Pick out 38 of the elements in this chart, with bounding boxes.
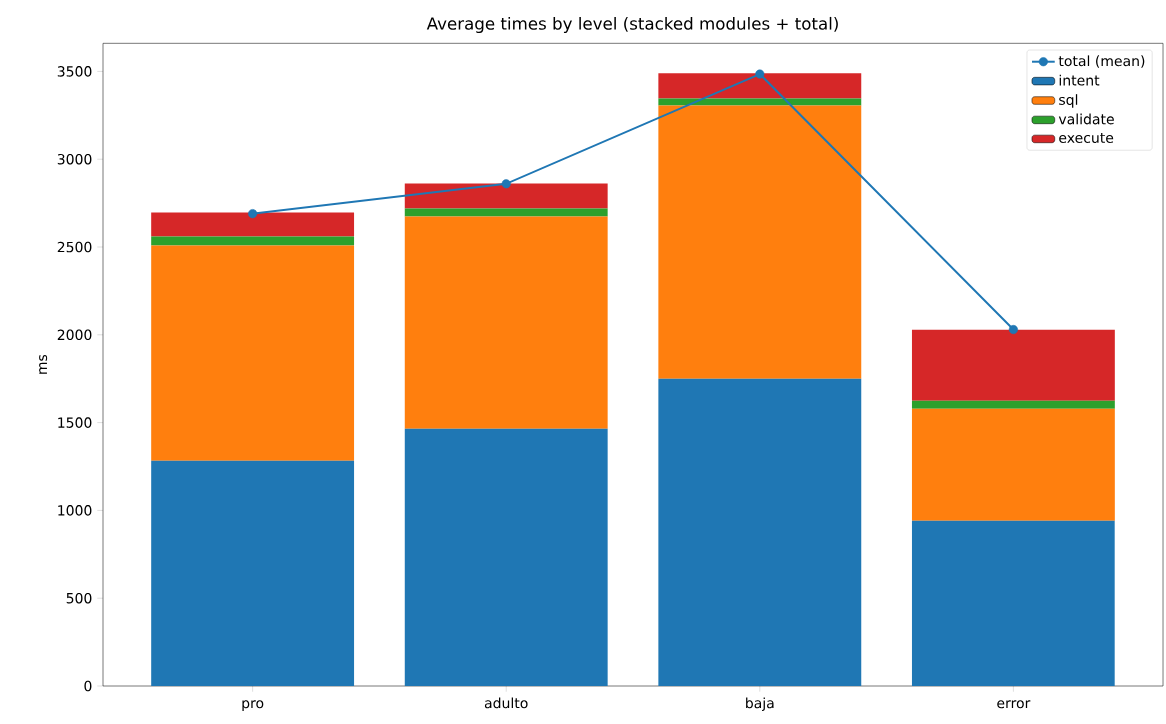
bar: [151, 212, 355, 237]
legend-label: execute: [1059, 132, 1114, 143]
y-axis-title: ms: [39, 354, 48, 374]
y-tick-label: 0: [84, 680, 92, 692]
x-tick-label: baja: [746, 697, 774, 712]
y-tick-label: 500: [66, 592, 92, 604]
y-tick-label: 1500: [58, 417, 92, 428]
bar: [151, 245, 355, 461]
point: [501, 179, 511, 189]
legend-label: intent: [1059, 74, 1100, 86]
point: [1008, 325, 1018, 335]
point: [248, 209, 258, 219]
x-tick-label: adulto: [484, 697, 528, 709]
bar: [658, 378, 862, 686]
y-tick-label: 1000: [58, 505, 92, 516]
legend-label: total (mean): [1058, 55, 1145, 68]
bar: [404, 428, 608, 686]
point: [755, 69, 765, 79]
bar: [404, 183, 608, 209]
bar: [658, 73, 862, 99]
bar: [911, 520, 1115, 686]
y-tick-label: 3500: [57, 66, 92, 77]
bar: [151, 236, 355, 246]
y-tick-label: 3000: [57, 153, 92, 165]
bar: [151, 460, 355, 686]
bar: [658, 98, 862, 106]
y-tick-label: 2000: [57, 329, 92, 341]
y-tick-label: 2500: [57, 241, 92, 253]
legend-label: validate: [1058, 113, 1114, 125]
bar: [911, 408, 1115, 521]
x-tick-label: pro: [242, 700, 264, 712]
bar: [911, 400, 1115, 409]
chart-title: Average times by level (stacked modules + total): [426, 16, 838, 34]
bar: [658, 105, 862, 379]
legend-label: sql: [1059, 94, 1078, 108]
x-tick-label: error: [997, 700, 1031, 709]
bar: [404, 216, 608, 429]
bar: [911, 329, 1115, 401]
